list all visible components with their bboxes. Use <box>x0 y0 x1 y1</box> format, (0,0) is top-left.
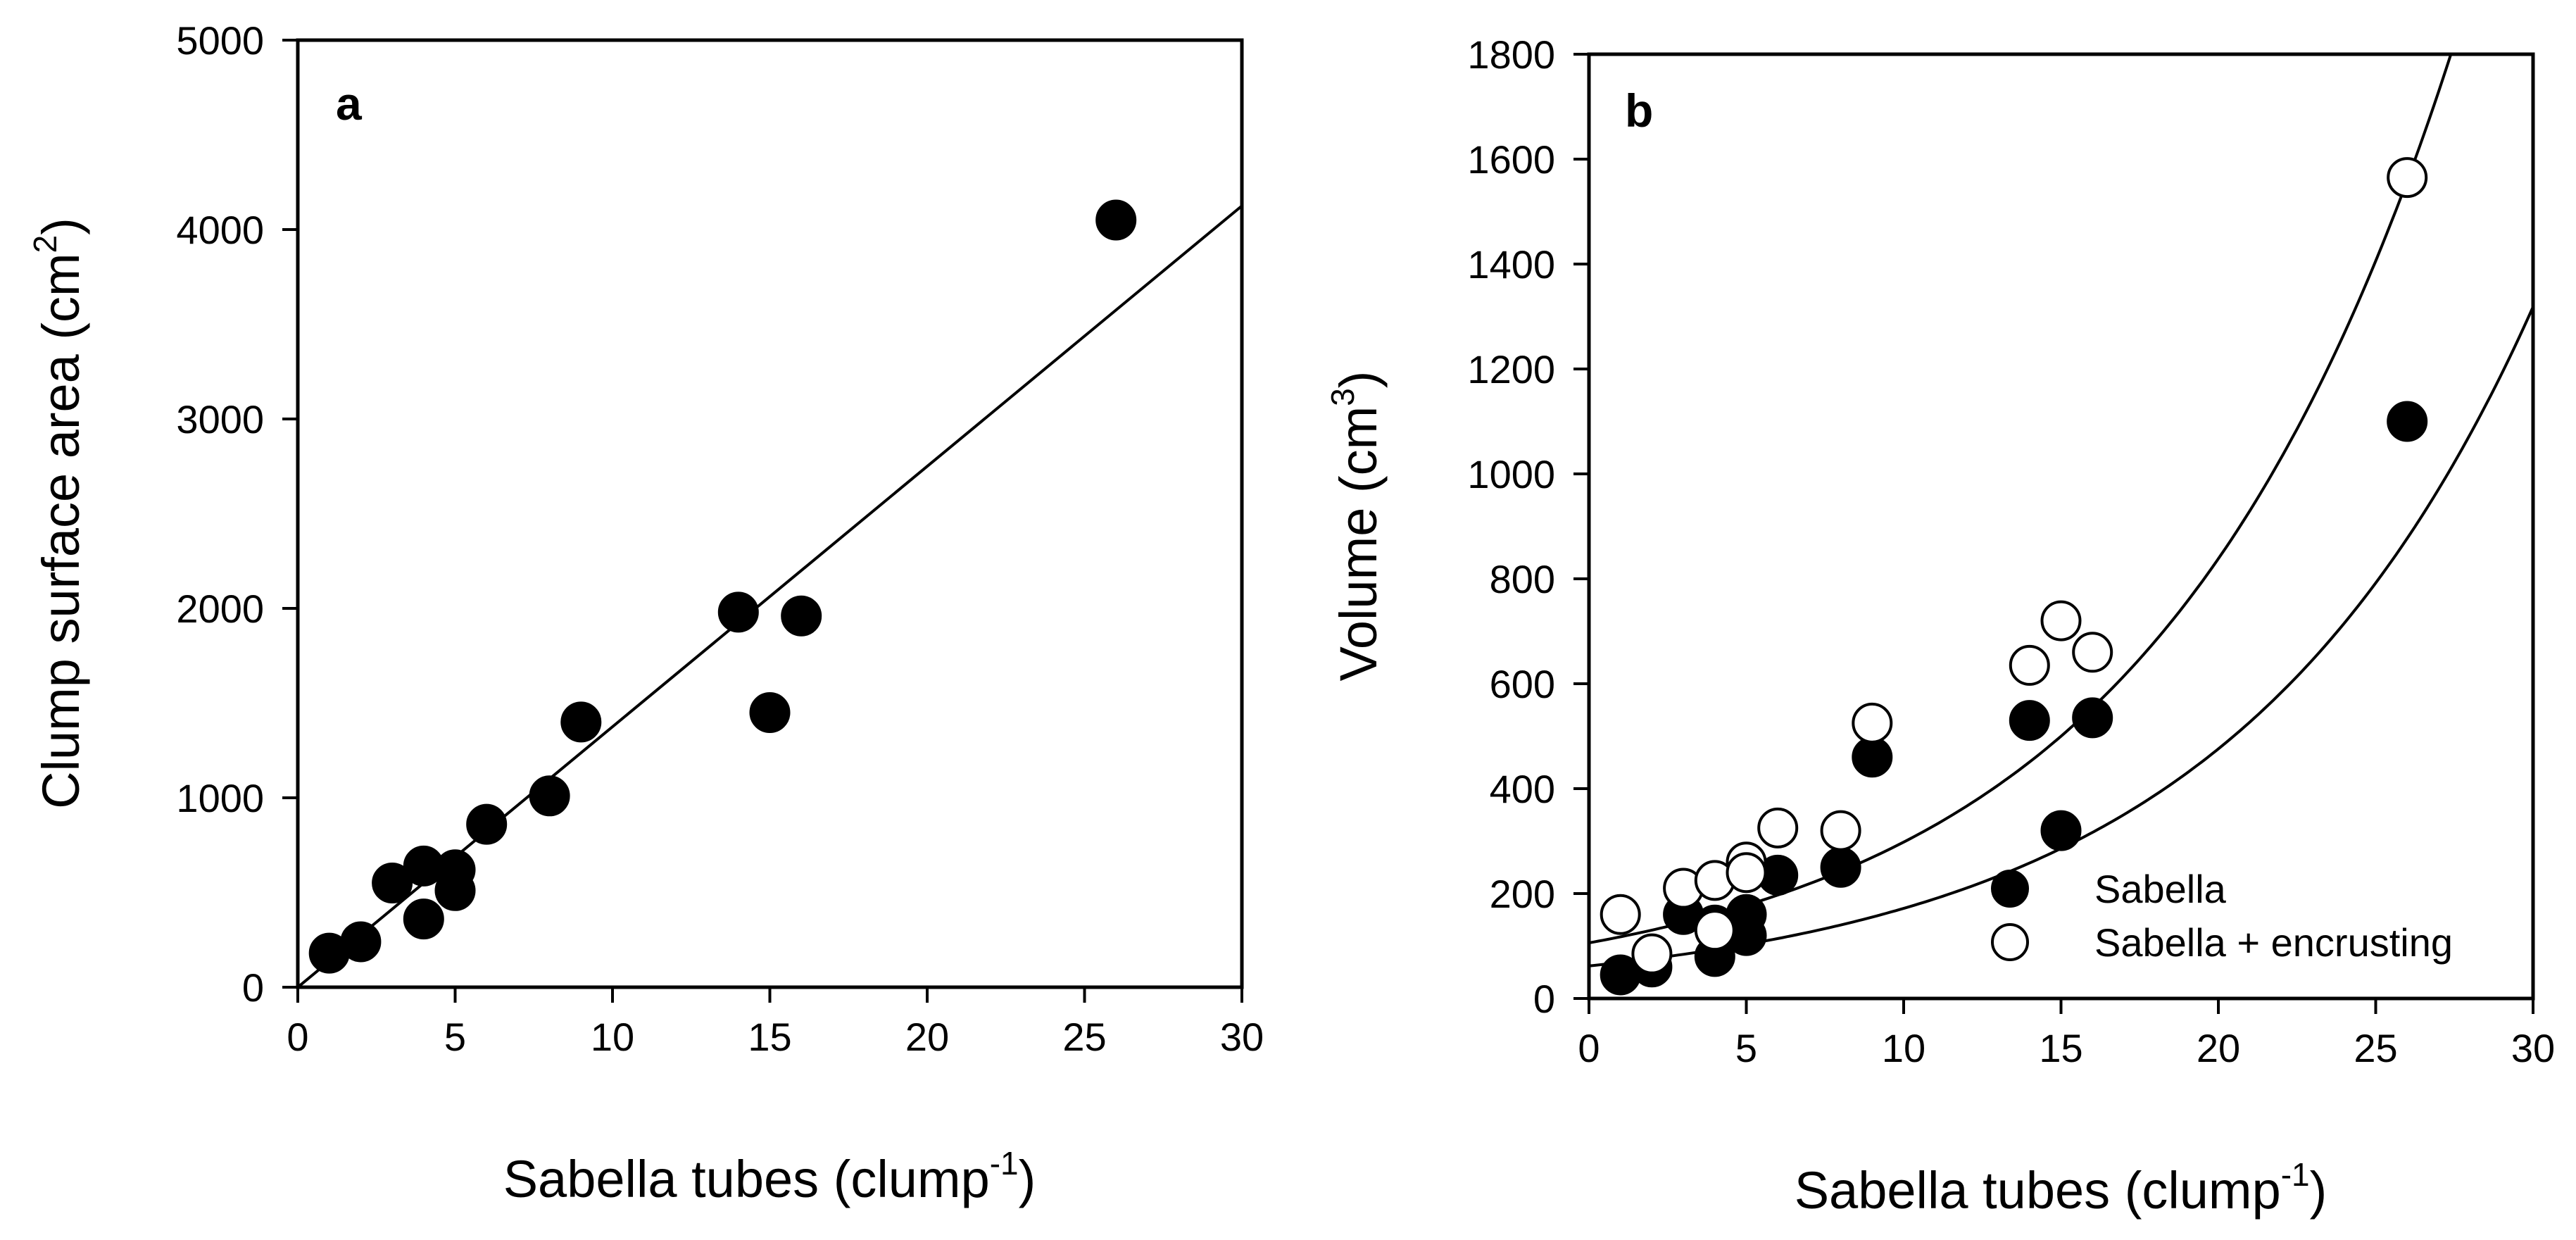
panel-a-point-sabella <box>749 691 791 733</box>
panel-b-y-tick-label: 600 <box>1490 662 1555 706</box>
legend-marker-sabella <box>1991 870 2029 908</box>
panel-b-y-tick-label: 200 <box>1490 872 1555 916</box>
panel-a-point-sabella <box>340 921 382 963</box>
panel-b-y-tick-label: 0 <box>1533 977 1555 1021</box>
panel-b-point-sabella-encrusting <box>1757 807 1799 848</box>
panel-a-x-axis-label: Sabella tubes (clump-1) <box>503 1145 1036 1208</box>
panel-b-point-sabella-encrusting <box>2040 600 2082 641</box>
legend-marker-sabella-encrusting <box>1991 923 2029 961</box>
panel-a-x-tick-label: 15 <box>748 1015 791 1059</box>
panel-a-point-sabella <box>466 803 508 845</box>
panel-b-x-axis-label-text: Sabella tubes (clump <box>1795 1161 2281 1220</box>
panel-b-x-axis-label-tail: ) <box>2310 1161 2327 1220</box>
panel-a-y-tick-label: 3000 <box>176 397 264 441</box>
panel-b-y-axis-label-text: Volume (cm <box>1329 406 1388 682</box>
panel-a-x-tick-label: 25 <box>1062 1015 1106 1059</box>
panel-b-point-sabella-encrusting <box>1694 910 1735 951</box>
legend-label-sabella: Sabella <box>2094 867 2227 911</box>
panel-a-label: a <box>336 77 363 130</box>
panel-a-x-tick-label: 30 <box>1220 1015 1264 1059</box>
panel-a-point-sabella <box>560 701 602 743</box>
panel-a-point-sabella <box>717 591 759 633</box>
panel-b-fit-curve-sabella-encrusting <box>1588 54 2453 944</box>
panel-b-y-axis-label-sup: 3 <box>1324 388 1361 406</box>
panel-a-x-axis-label-tail: ) <box>1019 1150 1036 1208</box>
panel-b-point-sabella-encrusting <box>2387 157 2428 199</box>
panel-b-point-sabella <box>2387 401 2428 442</box>
panel-b-point-sabella <box>1820 846 1861 888</box>
panel-b-y-tick-label: 1200 <box>1467 347 1555 392</box>
panel-b-x-tick-label: 20 <box>2197 1026 2240 1070</box>
panel-a-ticks: 0 5 10 15 20 25 30 0 1000 2000 3000 4000 5000 <box>176 18 1264 1059</box>
panel-b-point-sabella-encrusting <box>1726 852 1767 894</box>
panel-a-y-tick-label: 5000 <box>176 18 264 63</box>
panel-a-point-sabella <box>372 863 413 904</box>
panel-a-point-sabella <box>529 775 570 817</box>
panel-a-y-tick-label: 0 <box>242 965 264 1010</box>
panel-a-point-sabella <box>1095 199 1137 241</box>
panel-b-y-tick-label: 800 <box>1490 557 1555 601</box>
panel-b-y-tick-label: 1600 <box>1467 137 1555 182</box>
panel-b-y-axis-label: Volume (cm3) <box>1324 371 1388 682</box>
panel-a-y-tick-label: 1000 <box>176 776 264 820</box>
panel-b-x-tick-label: 10 <box>1882 1026 1925 1070</box>
panel-b-legend: Sabella Sabella + encrusting <box>1991 867 2453 965</box>
panel-b-point-sabella <box>2009 700 2050 741</box>
panel-a-plot-frame <box>296 38 1244 989</box>
panel-b-x-tick-label: 0 <box>1578 1026 1600 1070</box>
panel-b-y-axis-label-tail: ) <box>1329 371 1388 389</box>
panel-b-points <box>1600 157 2428 996</box>
panel-b-point-sabella-encrusting <box>1631 933 1673 975</box>
panel-b-x-axis-label: Sabella tubes (clump-1) <box>1795 1156 2327 1220</box>
panel-b-x-tick-label: 30 <box>2511 1026 2555 1070</box>
panel-b-x-axis-label-sup: -1 <box>2281 1156 2310 1193</box>
panel-a-x-axis-label-sup: -1 <box>990 1145 1019 1182</box>
panel-b-x-tick-label: 15 <box>2039 1026 2082 1070</box>
panel-a-point-sabella <box>781 595 822 637</box>
panel-a-y-axis-label: Clump surface area (cm2) <box>27 218 90 809</box>
panel-b-y-tick-label: 1000 <box>1467 452 1555 496</box>
panel-b: 0 5 10 15 20 25 30 0 200 400 600 800 1000 1200 1400 160… <box>1324 32 2555 1220</box>
panel-a-y-tick-label: 2000 <box>176 587 264 631</box>
panel-a-point-sabella <box>403 898 444 940</box>
panel-a-y-axis-label-tail: ) <box>32 218 90 235</box>
panel-a-y-axis-label-sup: 2 <box>27 235 63 253</box>
panel-b-point-sabella-encrusting <box>1852 702 1893 744</box>
panel-b-x-tick-label: 5 <box>1735 1026 1757 1070</box>
panel-b-y-tick-label: 400 <box>1490 767 1555 811</box>
panel-b-point-sabella-encrusting <box>1600 894 1641 935</box>
panel-b-label: b <box>1625 84 1653 137</box>
panel-a-x-tick-label: 20 <box>905 1015 949 1059</box>
panel-b-point-sabella-encrusting <box>2072 632 2113 673</box>
panel-b-y-tick-label: 1400 <box>1467 242 1555 287</box>
panel-a-y-tick-label: 4000 <box>176 208 264 252</box>
panel-a-point-sabella <box>434 870 476 911</box>
panel-b-y-tick-label: 1800 <box>1467 32 1555 77</box>
panel-a-points <box>308 199 1137 974</box>
panel-b-point-sabella <box>2040 810 2082 851</box>
panel-a-x-tick-label: 0 <box>287 1015 308 1059</box>
panel-a-x-tick-label: 5 <box>444 1015 466 1059</box>
panel-a-y-axis-label-text: Clump surface area (cm <box>32 253 90 809</box>
panel-b-point-sabella <box>1852 737 1893 778</box>
panel-b-ticks: 0 5 10 15 20 25 30 0 200 400 600 800 1000 1200 1400 160… <box>1467 32 2555 1070</box>
panel-a: 0 5 10 15 20 25 30 0 1000 2000 3000 4000 5000 a Sabe… <box>27 18 1264 1208</box>
panel-a-x-tick-label: 10 <box>591 1015 634 1059</box>
panel-b-x-tick-label: 25 <box>2354 1026 2397 1070</box>
panel-b-point-sabella-encrusting <box>2009 644 2050 686</box>
panel-b-point-sabella-encrusting <box>1820 810 1861 851</box>
legend-label-sabella-encrusting: Sabella + encrusting <box>2094 920 2453 965</box>
panel-b-point-sabella <box>2072 697 2113 739</box>
panel-a-x-axis-label-text: Sabella tubes (clump <box>503 1150 990 1208</box>
